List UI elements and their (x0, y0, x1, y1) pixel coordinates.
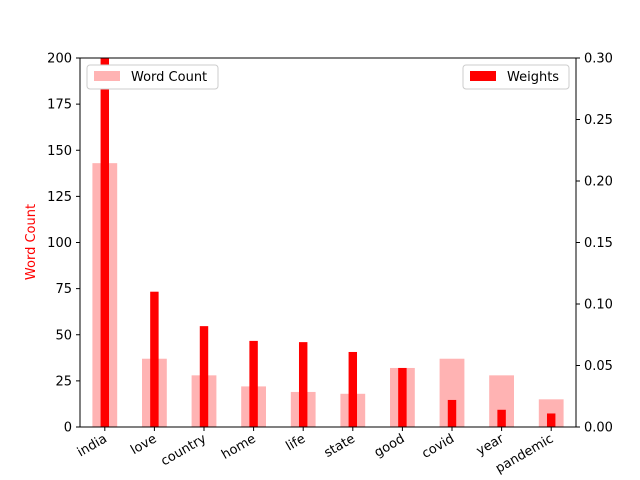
x-tick-label-state: state (322, 431, 358, 460)
right-y-tick-label: 0.20 (584, 175, 613, 190)
weights-bars (100, 58, 556, 427)
x-tick-label-life: life (284, 431, 309, 454)
bar-weights-life (298, 342, 308, 427)
x-tick-label-covid: covid (419, 431, 457, 461)
left-y-tick-label: 175 (47, 98, 72, 113)
bar-weights-covid (447, 399, 457, 427)
bar-weights-state (348, 351, 358, 427)
legend-label-weights: Weights (507, 70, 559, 85)
x-ticks: india love country home life state good covid ye… (75, 427, 556, 477)
left-y-tick-label: 200 (47, 52, 72, 67)
legend-swatch-word-count (94, 71, 120, 81)
right-y-tick-label: 0.10 (584, 298, 613, 313)
right-y-tick-label: 0.30 (584, 52, 613, 67)
right-y-tick-label: 0.15 (584, 236, 613, 251)
bar-weights-love (150, 291, 159, 427)
left-y-ticks: 0 25 50 75 100 125 150 175 200 (47, 52, 80, 436)
x-tick-label-india: india (75, 431, 110, 460)
bar-weights-pandemic (546, 413, 556, 427)
legend-word-count[interactable]: Word Count (86, 64, 219, 90)
bar-weights-good (398, 367, 407, 427)
left-y-tick-label: 0 (64, 421, 72, 436)
word-count-bars (92, 163, 564, 428)
bar-weights-india (100, 58, 110, 427)
legend-weights[interactable]: Weights (462, 64, 570, 90)
left-y-tick-label: 50 (55, 328, 72, 343)
left-y-tick-label: 25 (55, 374, 72, 389)
bar-weights-country (199, 326, 209, 427)
right-y-tick-label: 0.05 (584, 359, 613, 374)
x-tick-label-love: love (128, 431, 159, 458)
left-y-tick-label: 100 (47, 236, 72, 251)
left-y-tick-label: 125 (47, 190, 72, 205)
bar-weights-year (497, 409, 506, 427)
left-y-tick-label: 150 (47, 144, 72, 159)
right-y-ticks: 0.00 0.05 0.10 0.15 0.20 0.25 0.30 (576, 52, 613, 436)
left-y-axis-title: Word Count (24, 204, 39, 280)
left-y-tick-label: 75 (55, 282, 72, 297)
x-tick-label-country: country (158, 431, 209, 469)
right-y-tick-label: 0.00 (584, 421, 613, 436)
x-tick-label-good: good (372, 431, 408, 460)
bar-weights-home (249, 340, 258, 427)
legend-swatch-weights (470, 71, 496, 81)
right-y-tick-label: 0.25 (584, 113, 613, 128)
legend-label-word-count: Word Count (131, 70, 207, 85)
x-tick-label-home: home (219, 431, 258, 462)
x-tick-label-year: year (474, 431, 507, 459)
